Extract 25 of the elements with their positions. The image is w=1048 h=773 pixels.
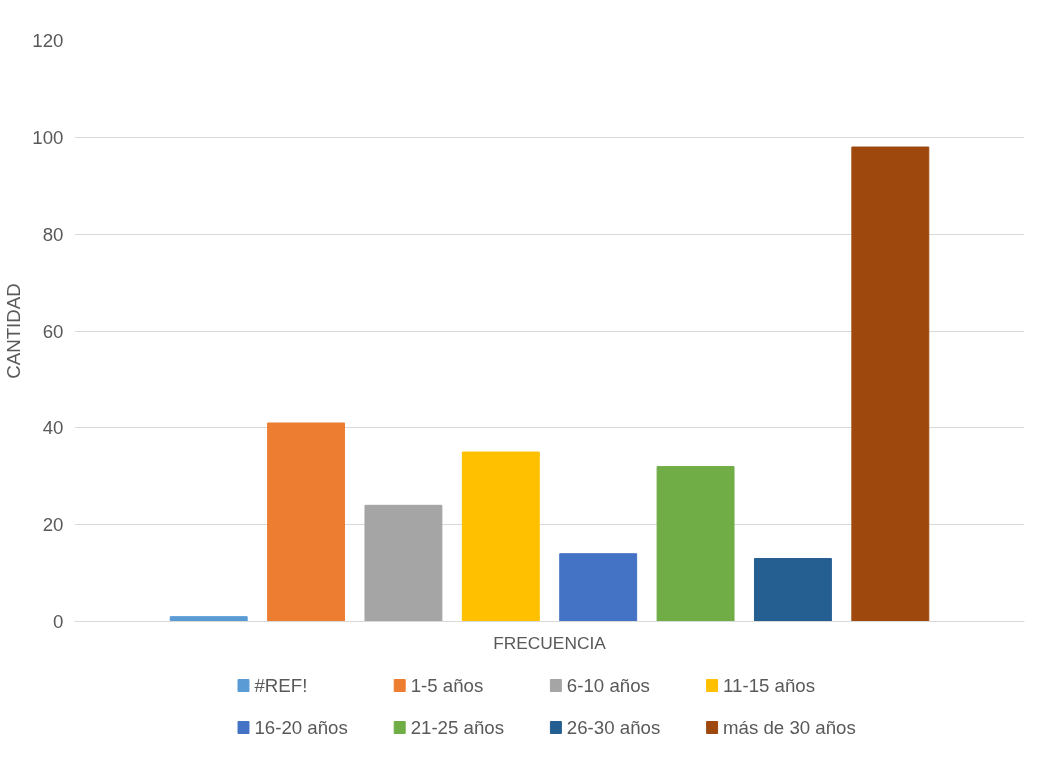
legend-label: 11-15 años (723, 675, 816, 696)
bar (753, 558, 832, 622)
y-tick-label: 80 (42, 223, 64, 245)
y-axis-title: CANTIDAD (3, 283, 25, 379)
legend-label: 26-30 años (566, 717, 661, 738)
bar (461, 451, 540, 622)
y-tick-label: 40 (42, 417, 64, 439)
legend-label: #REF! (254, 675, 308, 696)
y-tick-label: 0 (53, 611, 64, 632)
y-tick-label: 20 (42, 514, 64, 536)
bar (364, 504, 443, 622)
legend-label: 21-25 años (410, 717, 505, 738)
x-axis-title: FRECUENCIA (493, 632, 607, 653)
bar (851, 146, 930, 622)
y-tick-label: 120 (32, 30, 64, 51)
bar (559, 553, 638, 622)
legend-label: 1-5 años (410, 675, 484, 696)
bar (169, 616, 248, 622)
legend-label: 6-10 años (566, 675, 650, 696)
bar (656, 466, 735, 622)
bar (267, 422, 346, 622)
legend-label: 16-20 años (254, 717, 348, 738)
legend-label: más de 30 años (723, 717, 856, 738)
y-tick-label: 60 (42, 320, 64, 342)
y-tick-label: 100 (32, 126, 64, 148)
